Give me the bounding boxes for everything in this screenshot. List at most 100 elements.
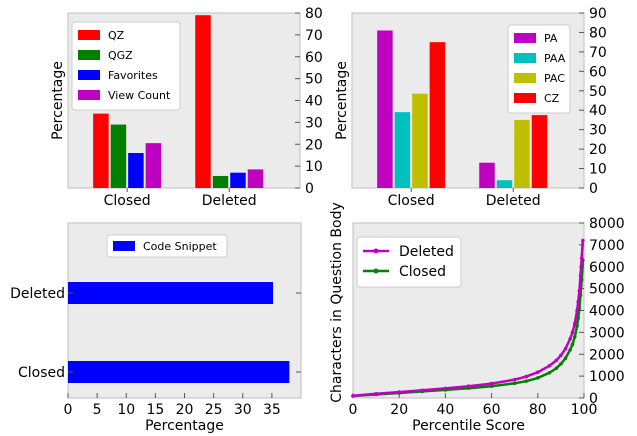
x-tick-label: 40 <box>436 402 454 418</box>
bar <box>514 119 530 188</box>
y-tick-label: 60 <box>305 50 323 66</box>
x-tick-label: Deleted <box>486 193 541 209</box>
bar <box>68 361 290 383</box>
x-tick-label: 0 <box>349 402 358 418</box>
data-point <box>563 346 568 351</box>
x-tick-label: 20 <box>390 402 408 418</box>
x-axis-label: Percentage <box>145 418 224 434</box>
data-point <box>547 371 552 375</box>
panel-category-bars: 0 10 20 30 40 50 60 70 80 Closed Deleted Percentage… <box>50 6 323 209</box>
legend-swatch <box>514 93 536 103</box>
y-tick-label: 4000 <box>589 304 625 320</box>
y-tick-label: 80 <box>305 6 323 22</box>
data-point <box>547 364 552 368</box>
panel-code-snippet-bars: Closed Deleted 0 5 10 15 20 25 30 35 Percentage Cod… <box>10 222 302 434</box>
x-axis-label: Percentile Score <box>412 418 525 434</box>
data-point <box>570 330 575 335</box>
y-tick-label: 40 <box>305 94 323 110</box>
data-point <box>554 366 559 371</box>
bar <box>429 42 446 188</box>
data-point <box>579 256 584 260</box>
legend-marker <box>373 248 379 254</box>
legend-marker <box>373 268 379 274</box>
bar <box>531 115 548 188</box>
x-tick-label: 60 <box>483 402 501 418</box>
legend-swatch <box>78 30 100 40</box>
data-point <box>443 386 448 391</box>
bar <box>479 162 495 188</box>
legend-label: QZ <box>108 29 125 42</box>
data-point <box>397 390 402 394</box>
data-point <box>489 384 494 388</box>
legend-box <box>507 24 571 114</box>
bar <box>230 172 246 188</box>
y-axis-label: Characters in Question Body <box>329 202 345 402</box>
x-tick-label: 30 <box>234 402 252 418</box>
x-tick-label: 5 <box>93 402 102 418</box>
legend-swatch <box>514 73 536 83</box>
legend-label: PAC <box>544 72 565 85</box>
bar <box>128 153 144 188</box>
bar <box>377 30 393 188</box>
legend-box <box>356 236 462 288</box>
y-tick-label: 7000 <box>589 238 625 254</box>
y-tick-label: 3000 <box>589 325 625 341</box>
data-point <box>536 370 540 374</box>
legend: Deleted Closed <box>356 236 462 288</box>
data-point <box>554 358 559 363</box>
bar <box>412 93 428 188</box>
y-tick-label: 70 <box>305 28 323 44</box>
bar <box>394 112 411 188</box>
bar <box>145 143 162 188</box>
y-tick-label: 0 <box>589 181 598 197</box>
y-tick-label: 8000 <box>589 216 625 232</box>
x-tick-label: 15 <box>146 402 164 418</box>
legend-label: Code Snippet <box>143 240 217 253</box>
y-tick-label: 30 <box>589 123 607 139</box>
data-point <box>536 376 540 380</box>
x-tick-label: Closed <box>388 193 435 209</box>
x-tick-label: 0 <box>64 402 73 418</box>
data-point <box>559 353 563 358</box>
y-tick-label: 40 <box>589 103 607 119</box>
y-tick-label: Closed <box>18 365 65 381</box>
data-point <box>489 381 494 386</box>
legend-label: PA <box>544 32 558 45</box>
bar <box>247 169 264 188</box>
data-point <box>575 324 579 328</box>
legend-label: PAA <box>544 52 566 65</box>
y-tick-label: 70 <box>589 45 607 61</box>
x-tick-label: 35 <box>263 402 281 418</box>
legend-label: View Count <box>108 89 171 102</box>
bar <box>93 113 109 188</box>
y-tick-label: 6000 <box>589 260 625 276</box>
data-point <box>374 392 378 396</box>
data-point <box>559 362 563 366</box>
bar <box>195 15 211 188</box>
x-tick-label: Closed <box>104 193 151 209</box>
data-point <box>524 379 529 383</box>
y-tick-label: 50 <box>305 72 323 88</box>
y-tick-label: 60 <box>589 64 607 80</box>
y-tick-label: 0 <box>305 181 314 197</box>
bar <box>110 124 127 188</box>
data-point <box>524 374 529 379</box>
x-tick-label: 25 <box>205 402 223 418</box>
legend-swatch <box>514 53 536 63</box>
y-tick-label: 10 <box>589 162 607 178</box>
legend-box <box>71 21 181 111</box>
data-point <box>572 334 577 339</box>
legend-swatch <box>78 50 100 60</box>
x-tick-label: 80 <box>529 402 547 418</box>
bar <box>496 180 513 188</box>
legend-box <box>106 234 228 258</box>
y-tick-label: 50 <box>589 84 607 100</box>
data-point <box>576 299 581 304</box>
y-tick-label: 10 <box>305 159 323 175</box>
bar <box>68 282 274 304</box>
legend-swatch <box>78 90 100 100</box>
legend-label: Favorites <box>108 69 158 82</box>
legend-label: CZ <box>544 92 560 105</box>
legend: Code Snippet <box>106 234 228 258</box>
x-tick-label: 20 <box>176 402 194 418</box>
